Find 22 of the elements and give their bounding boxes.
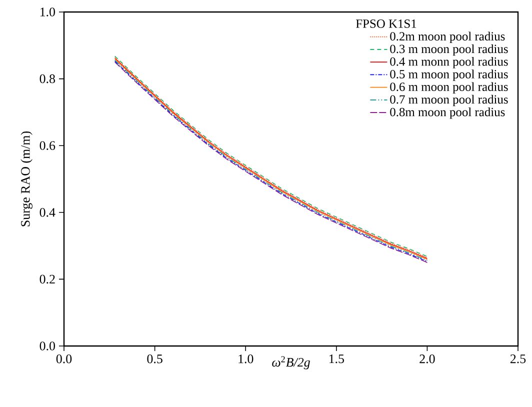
y-tick-label: 1.0 bbox=[40, 8, 56, 16]
x-tick-label: 1.5 bbox=[329, 354, 344, 364]
y-tick-label: 0.0 bbox=[40, 342, 56, 350]
y-tick-label: 0.2 bbox=[40, 274, 55, 284]
legend-label: 0.5 m moon pool radius bbox=[390, 70, 508, 81]
legend-label: 0.3 m moon pool radius bbox=[390, 44, 508, 56]
y-axis-title: Surge RAO (m/m) bbox=[20, 131, 32, 226]
y-tick-label: 0.6 bbox=[40, 141, 56, 150]
x-tick-label: 1.0 bbox=[238, 354, 254, 364]
y-tick-label: 0.8 bbox=[40, 74, 56, 84]
legend-label: 0.6 m moon pool radius bbox=[390, 82, 508, 94]
legend-label: 0.4 m monn pool radius bbox=[390, 57, 508, 68]
y-tick-label: 0.4 bbox=[40, 208, 56, 217]
legend-label: 0.2m moon pool radius bbox=[390, 32, 505, 44]
legend-label: 0.8m moon pool radius bbox=[390, 108, 505, 119]
x-tick-label: 2.5 bbox=[510, 354, 526, 364]
x-axis-title: ω$^{2}$B/2g bbox=[272, 356, 310, 370]
x-tick-label: 0.5 bbox=[147, 354, 162, 364]
x-tick-label: 0.0 bbox=[56, 354, 72, 364]
legend-title: FPSO K1S1 bbox=[356, 20, 416, 28]
legend-label: 0.7 m moon pool radius bbox=[390, 94, 508, 106]
x-tick-label: 2.0 bbox=[420, 354, 435, 364]
